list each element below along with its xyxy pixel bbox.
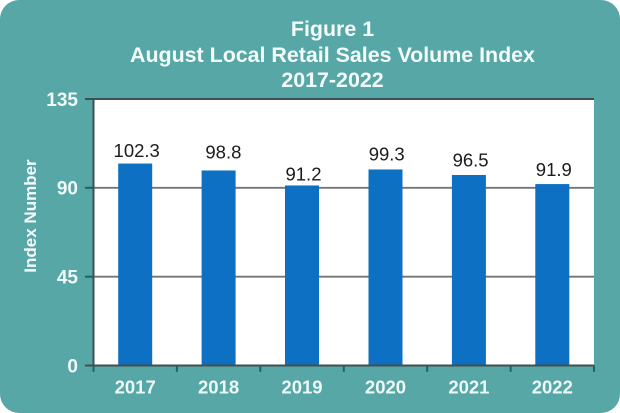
svg-text:2022: 2022 [532, 377, 573, 398]
svg-text:2021: 2021 [448, 377, 489, 398]
svg-text:98.8: 98.8 [205, 141, 241, 162]
svg-text:91.9: 91.9 [536, 159, 572, 180]
svg-text:96.5: 96.5 [453, 149, 489, 170]
svg-text:0: 0 [67, 356, 78, 377]
svg-text:91.2: 91.2 [285, 164, 321, 185]
svg-text:2018: 2018 [198, 377, 239, 398]
svg-text:90: 90 [57, 179, 78, 200]
svg-text:99.3: 99.3 [369, 143, 405, 164]
svg-text:102.3: 102.3 [114, 140, 160, 161]
svg-text:135: 135 [46, 90, 78, 111]
svg-text:45: 45 [57, 268, 79, 289]
svg-text:2019: 2019 [281, 377, 322, 398]
svg-text:2020: 2020 [365, 377, 406, 398]
svg-text:2017: 2017 [115, 377, 156, 398]
